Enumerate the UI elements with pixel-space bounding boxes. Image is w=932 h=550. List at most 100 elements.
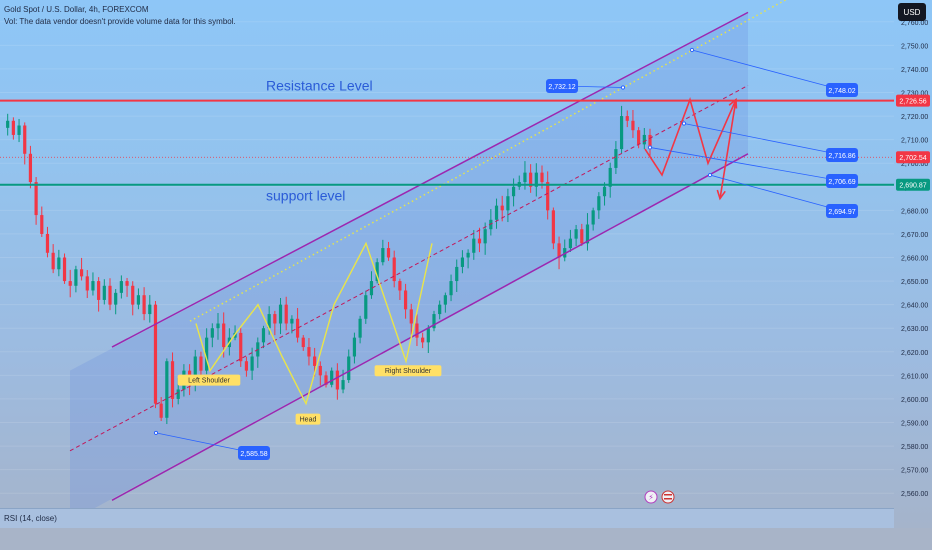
candle-body: [148, 304, 152, 315]
candle-body: [79, 269, 84, 277]
candle-body: [631, 120, 635, 131]
candle-body: [341, 380, 345, 390]
candle-body: [449, 281, 453, 296]
candle-body: [153, 304, 158, 404]
candle-body: [193, 356, 197, 385]
price-tick-label: 2,600.00: [901, 397, 928, 404]
price-tick-label: 2,650.00: [901, 279, 928, 286]
pattern-label-box: [177, 374, 241, 386]
candle-body: [585, 224, 590, 244]
projection-arrow-path: [644, 96, 737, 199]
candle-body: [409, 309, 413, 324]
candle-body: [403, 290, 408, 310]
candle-body: [57, 257, 61, 270]
callout-anchor: [707, 172, 713, 178]
candle-body: [477, 238, 482, 244]
candle-body: [159, 403, 163, 418]
candle-body: [324, 375, 328, 385]
candle-body: [597, 196, 601, 211]
pattern-labels: Left Shoulder Head Right Shoulder: [177, 365, 442, 425]
callout-leader: [691, 49, 843, 91]
candle-body: [523, 172, 527, 183]
candle-body: [540, 172, 544, 183]
candle-body: [131, 285, 135, 305]
price-callouts: 2,732.12 2,748.02 2,716.86 2,706.69 2,694.97…: [238, 79, 858, 460]
event-icons[interactable]: ⚡: [644, 490, 675, 504]
us-flag-stripes-2: [664, 498, 672, 500]
callout-leader-lines: [153, 47, 843, 454]
channel-upper-line[interactable]: [111, 11, 749, 348]
candle-body: [443, 295, 447, 305]
candle-body: [426, 328, 430, 343]
symbol-title: Gold Spot / U.S. Dollar, 4h, FOREXCOM: [4, 5, 149, 14]
candle-body: [352, 337, 357, 357]
pattern-label-text: Right Shoulder: [385, 368, 432, 375]
candle-body: [557, 243, 561, 258]
candle-body: [369, 281, 374, 296]
price-tag-label: 2,726.56: [899, 99, 926, 106]
candle-body: [91, 281, 95, 291]
price-axis[interactable]: [894, 0, 932, 528]
candle-body: [318, 365, 322, 376]
price-tick-label: 2,710.00: [901, 138, 928, 145]
lightning-icon[interactable]: [644, 490, 658, 504]
candle-body: [102, 285, 106, 300]
candle-body: [199, 356, 203, 371]
callout-label: 2,706.69: [828, 179, 855, 186]
arrowhead-down: [716, 189, 726, 201]
projection-arrowheads: [716, 97, 738, 201]
callout-leader: [683, 123, 843, 156]
resistance-level-label: Resistance Level: [266, 78, 373, 94]
candle-body: [45, 233, 50, 253]
price-tag: [896, 178, 930, 191]
rsi-pane[interactable]: RSI (14, close): [0, 508, 894, 529]
channel-dotted-line: [189, 0, 788, 322]
candle-body: [421, 337, 425, 343]
candle-body: [222, 323, 226, 348]
support-level-label: support level: [266, 188, 345, 204]
candle-body: [250, 356, 254, 371]
price-tag-label: 2,690.87: [899, 183, 926, 190]
candle-body: [494, 205, 499, 220]
candle-body: [97, 281, 101, 300]
us-flag-icon[interactable]: [661, 490, 675, 504]
candle-body: [273, 314, 277, 324]
price-tick-label: 2,590.00: [901, 421, 928, 428]
candle-body: [23, 125, 27, 154]
price-tick-label: 2,740.00: [901, 67, 928, 74]
candle-body: [210, 328, 214, 338]
price-tick-label: 2,560.00: [901, 491, 928, 498]
candle-body: [142, 295, 146, 315]
callout-label: 2,585.58: [240, 451, 267, 458]
currency-button[interactable]: USD: [898, 3, 926, 21]
pattern-label-box: [295, 413, 321, 425]
candle-body: [74, 269, 78, 286]
price-tag: [896, 94, 930, 107]
callout-label: 2,732.12: [548, 84, 575, 91]
candle-body: [330, 370, 334, 385]
price-channel-fill: [70, 12, 748, 522]
time-axis[interactable]: [0, 528, 932, 550]
candle-body: [28, 153, 33, 183]
candle-body: [239, 332, 243, 362]
price-tick-label: 2,720.00: [901, 114, 928, 121]
candle-body: [62, 257, 67, 282]
head-shoulders-pattern: [195, 241, 433, 406]
candle-body: [114, 292, 118, 305]
candle-body: [574, 229, 578, 239]
candle-body: [267, 314, 271, 329]
candle-body: [6, 120, 10, 128]
price-axis-tags: 2,726.56 2,702.54 2,690.87: [896, 94, 930, 191]
candle-body: [313, 356, 317, 366]
grid-lines: [0, 21, 894, 494]
callout-anchor: [153, 430, 159, 436]
channel-lower-line[interactable]: [111, 153, 749, 501]
price-tick-label: 2,680.00: [901, 208, 928, 215]
price-tick-label: 2,630.00: [901, 326, 928, 333]
candle-body: [483, 229, 487, 244]
price-tick-label: 2,580.00: [901, 444, 928, 451]
price-tick-label: 2,610.00: [901, 373, 928, 380]
candle-body: [551, 210, 555, 244]
price-tick-label: 2,730.00: [901, 91, 928, 98]
